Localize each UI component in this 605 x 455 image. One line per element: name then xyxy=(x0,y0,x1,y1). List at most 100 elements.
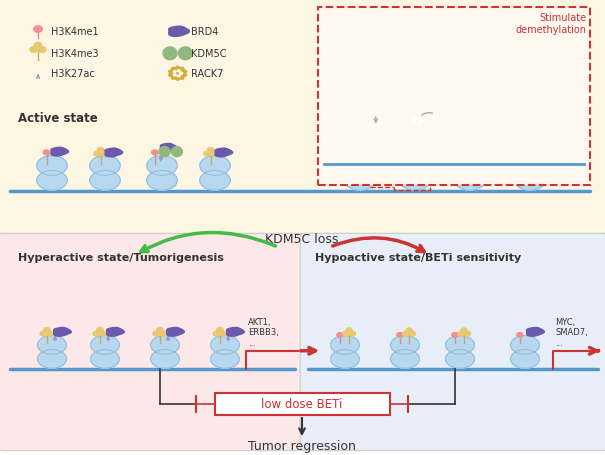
Circle shape xyxy=(390,114,398,121)
Circle shape xyxy=(376,105,385,112)
Bar xyxy=(215,393,390,415)
Polygon shape xyxy=(105,149,123,157)
Ellipse shape xyxy=(400,171,430,191)
Circle shape xyxy=(371,100,381,106)
Polygon shape xyxy=(525,149,537,160)
Text: MYC,
SMAD7,
...: MYC, SMAD7, ... xyxy=(555,317,587,347)
Circle shape xyxy=(420,121,423,123)
Circle shape xyxy=(526,152,532,157)
Polygon shape xyxy=(106,328,124,336)
Ellipse shape xyxy=(200,171,231,191)
Circle shape xyxy=(220,332,227,336)
Circle shape xyxy=(47,332,54,336)
Polygon shape xyxy=(370,147,381,157)
Circle shape xyxy=(211,152,217,157)
Ellipse shape xyxy=(330,336,359,354)
Ellipse shape xyxy=(37,171,67,191)
Circle shape xyxy=(34,43,42,49)
Text: H3K4me3: H3K4me3 xyxy=(51,49,99,59)
Circle shape xyxy=(337,333,343,338)
Ellipse shape xyxy=(211,336,240,354)
Ellipse shape xyxy=(391,336,419,354)
Circle shape xyxy=(412,119,415,121)
Circle shape xyxy=(217,328,223,333)
Text: KDM5C: KDM5C xyxy=(191,49,226,59)
Polygon shape xyxy=(169,27,189,37)
Text: low dose BETi: low dose BETi xyxy=(261,398,342,410)
Circle shape xyxy=(410,332,416,336)
Circle shape xyxy=(44,151,50,156)
Ellipse shape xyxy=(345,157,375,176)
Ellipse shape xyxy=(91,350,119,369)
Ellipse shape xyxy=(330,350,359,369)
Polygon shape xyxy=(171,147,182,157)
Circle shape xyxy=(174,71,176,74)
Circle shape xyxy=(213,332,220,336)
Circle shape xyxy=(38,48,46,53)
Polygon shape xyxy=(358,143,376,152)
Ellipse shape xyxy=(200,157,231,176)
Polygon shape xyxy=(160,144,177,152)
Text: RACK7: RACK7 xyxy=(191,69,223,79)
Circle shape xyxy=(101,152,108,157)
Ellipse shape xyxy=(400,157,430,176)
Circle shape xyxy=(350,151,356,156)
Ellipse shape xyxy=(147,171,177,191)
Ellipse shape xyxy=(378,141,422,170)
Circle shape xyxy=(177,76,180,78)
Circle shape xyxy=(461,328,467,333)
Polygon shape xyxy=(358,147,369,157)
Circle shape xyxy=(465,332,471,336)
Circle shape xyxy=(30,48,38,53)
Ellipse shape xyxy=(455,171,485,191)
Circle shape xyxy=(44,328,50,333)
Circle shape xyxy=(522,148,529,153)
Polygon shape xyxy=(215,149,233,157)
Circle shape xyxy=(420,121,423,123)
Polygon shape xyxy=(407,114,427,130)
Circle shape xyxy=(94,152,100,157)
Ellipse shape xyxy=(515,157,545,176)
Polygon shape xyxy=(415,149,433,157)
Polygon shape xyxy=(227,328,244,336)
Polygon shape xyxy=(469,148,486,157)
Circle shape xyxy=(417,118,420,120)
Circle shape xyxy=(397,333,403,338)
Circle shape xyxy=(517,333,523,338)
Circle shape xyxy=(404,152,410,157)
Circle shape xyxy=(40,332,47,336)
Circle shape xyxy=(97,328,103,333)
Ellipse shape xyxy=(345,171,375,191)
Ellipse shape xyxy=(511,350,540,369)
Ellipse shape xyxy=(446,336,474,354)
Circle shape xyxy=(93,332,100,336)
Ellipse shape xyxy=(91,336,119,354)
Ellipse shape xyxy=(38,336,67,354)
Text: Stimulate
demethylation: Stimulate demethylation xyxy=(516,14,587,35)
Circle shape xyxy=(417,124,420,126)
Circle shape xyxy=(180,73,183,75)
Circle shape xyxy=(97,148,104,153)
Polygon shape xyxy=(169,67,186,81)
Polygon shape xyxy=(526,328,544,336)
Polygon shape xyxy=(423,104,447,116)
Circle shape xyxy=(406,328,412,333)
Circle shape xyxy=(350,332,356,336)
Circle shape xyxy=(160,332,166,336)
Polygon shape xyxy=(159,147,170,157)
Text: AKT1,
ERBB3,
...: AKT1, ERBB3, ... xyxy=(248,317,279,347)
Circle shape xyxy=(342,332,349,336)
Polygon shape xyxy=(178,48,192,61)
Text: BRD4: BRD4 xyxy=(191,27,218,37)
Ellipse shape xyxy=(446,350,474,369)
Ellipse shape xyxy=(90,157,120,176)
Ellipse shape xyxy=(515,171,545,191)
FancyBboxPatch shape xyxy=(0,0,605,234)
Circle shape xyxy=(366,105,375,112)
Circle shape xyxy=(174,75,176,77)
Circle shape xyxy=(34,27,42,33)
Polygon shape xyxy=(163,48,177,61)
Circle shape xyxy=(461,151,468,156)
Circle shape xyxy=(411,152,417,157)
Text: Hyperactive state/Tumorigenesis: Hyperactive state/Tumorigenesis xyxy=(18,253,224,263)
